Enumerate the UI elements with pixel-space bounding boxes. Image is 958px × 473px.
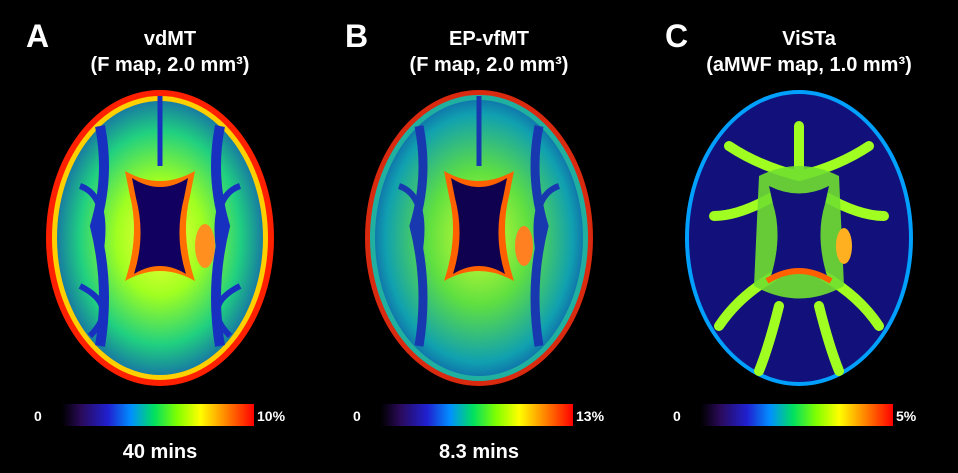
map-description: (F map, 2.0 mm³) (90, 54, 250, 76)
brain-map-image (685, 90, 913, 386)
panel-title: vdMT (F map, 2.0 mm³) (50, 26, 290, 78)
panel-letter: C (665, 18, 689, 54)
panel-a: A vdMT (F map, 2.0 mm³) 0 10% 40 mins (0, 0, 319, 473)
colorbar-min-label: 0 (34, 408, 42, 424)
method-name: ViSTa (782, 28, 836, 50)
method-name: EP-vfMT (449, 28, 529, 50)
panel-title: EP-vfMT (F map, 2.0 mm³) (369, 26, 609, 78)
scan-time: 8.3 mins (438, 441, 520, 463)
colorbar-min-label: 0 (673, 408, 681, 424)
scan-time: 40 mins (122, 441, 198, 463)
panel-b: B EP-vfMT (F map, 2.0 mm³) 0 13% 8.3 min… (319, 0, 638, 473)
panel-letter: B (345, 18, 369, 54)
panel-c: C ViSTa (aMWF map, 1.0 mm³) 0 5% (639, 0, 958, 473)
panel-letter: A (26, 18, 50, 54)
brain-map-image (365, 90, 593, 386)
colorbar (381, 404, 573, 426)
map-description: (F map, 2.0 mm³) (409, 54, 569, 76)
method-name: vdMT (143, 28, 197, 50)
colorbar-max-label: 10% (257, 408, 286, 424)
colorbar-min-label: 0 (353, 408, 361, 424)
panel-title: ViSTa (aMWF map, 1.0 mm³) (689, 26, 929, 78)
map-description: (aMWF map, 1.0 mm³) (706, 54, 912, 76)
colorbar-max-label: 5% (896, 408, 917, 424)
colorbar-max-label: 13% (576, 408, 605, 424)
colorbar (62, 404, 254, 426)
brain-map-image (46, 90, 274, 386)
colorbar (701, 404, 893, 426)
